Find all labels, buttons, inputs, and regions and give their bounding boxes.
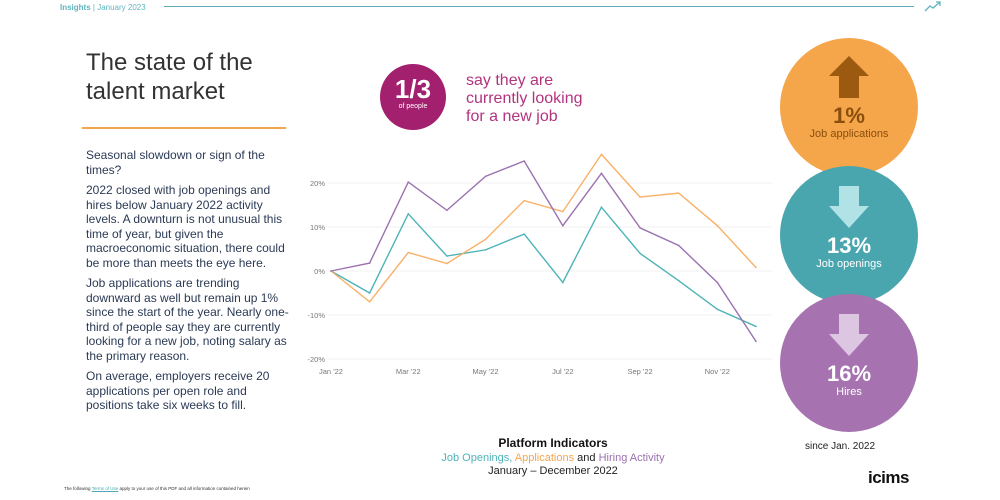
footer-text: The following (64, 486, 91, 491)
y-tick-label: 10% (310, 223, 325, 232)
stat-unit: of people (398, 103, 428, 110)
data-point (407, 181, 410, 183)
applications-circle: 1% Job applications (780, 38, 918, 176)
data-point (484, 175, 487, 178)
legend-applications: Applications (514, 452, 575, 464)
data-point (755, 266, 757, 269)
paragraph: Job applications are trending downward a… (86, 276, 289, 363)
data-point (677, 279, 680, 282)
data-point (407, 251, 410, 254)
icims-logo: icims (868, 468, 909, 487)
circle-label: Job openings (816, 258, 882, 270)
stat-text: say they are currently looking for a new j… (466, 72, 583, 126)
data-point (562, 281, 564, 284)
title-divider (82, 127, 286, 129)
trend-icon (924, 1, 941, 12)
legend-hiring: Hiring Activity (598, 452, 665, 464)
paragraph: On average, employers receive 20 applica… (86, 369, 270, 412)
data-point (484, 238, 487, 241)
stat-line: for a new job (466, 108, 558, 125)
data-point (446, 262, 448, 265)
data-point (600, 153, 603, 156)
chart-period: January – December 2022 (488, 465, 618, 477)
data-point (523, 199, 525, 202)
chart-subtitle: Job Openings, Applications and Hiring Ac… (403, 452, 703, 464)
x-tick-label: Jul '22 (552, 367, 573, 376)
legend-sep: and (574, 452, 599, 464)
data-point (562, 224, 564, 227)
header-label: Insights | January 2023 (60, 3, 146, 12)
x-tick-label: Jan '22 (319, 367, 343, 376)
data-point (330, 270, 332, 272)
y-tick-label: 20% (310, 179, 325, 188)
paragraph: Seasonal slowdown or sign of the times? (86, 148, 265, 177)
data-point (446, 209, 448, 212)
data-point (600, 206, 603, 208)
terms-link[interactable]: Terms of Use (91, 486, 119, 491)
x-tick-label: Nov '22 (705, 367, 730, 376)
data-point (639, 196, 641, 198)
paragraph: 2022 closed with job openings and hires … (86, 183, 285, 270)
line-chart: 20% 10% 0% -10% -20% Jan '22 Mar '22 May '22 Jul… (307, 153, 772, 376)
data-point (677, 244, 680, 247)
stat-value: 1/3 (394, 74, 432, 104)
data-point (755, 340, 757, 343)
chart-title: Platform Indicators (498, 436, 608, 450)
since-note: since Jan. 2022 (805, 441, 876, 452)
openings-circle: 13% Job openings (780, 166, 918, 304)
footer-note: The following Terms of Use apply to your… (64, 486, 250, 491)
y-tick-label: -10% (307, 311, 325, 320)
body-text: Seasonal slowdown or sign of the times? … (86, 148, 291, 419)
stat-line: currently looking (466, 90, 583, 107)
x-tick-label: Sep '22 (627, 367, 652, 376)
arrow-down-icon (829, 186, 869, 228)
data-point (677, 192, 680, 194)
circle-percent: 1% (833, 103, 865, 128)
x-tick-label: May '22 (473, 367, 499, 376)
circle-label: Job applications (809, 128, 889, 140)
data-point (368, 262, 371, 264)
y-tick-label: -20% (307, 355, 325, 364)
header-date: | January 2023 (92, 3, 146, 12)
data-point (446, 255, 448, 257)
data-point (523, 233, 525, 235)
stat-circle: 1/3 of people (380, 64, 446, 130)
data-point (716, 281, 719, 284)
circle-percent: 13% (826, 233, 872, 258)
circle-label: Hires (836, 386, 862, 398)
data-point (755, 325, 757, 328)
data-point (562, 210, 564, 213)
x-tick-label: Mar '22 (396, 367, 421, 376)
data-point (368, 292, 371, 294)
data-point (639, 252, 641, 255)
data-point (523, 160, 525, 162)
y-tick-label: 0% (314, 267, 325, 276)
legend-job-openings: Job Openings (441, 452, 510, 464)
series-line-hiring-activity (330, 160, 757, 342)
brand: Insights (60, 3, 91, 12)
header-divider (164, 6, 914, 7)
footer-text: apply to your use of this PDF and all in… (119, 486, 250, 491)
data-point (716, 224, 719, 227)
hires-circle: 16% Hires (780, 294, 918, 432)
arrow-up-icon (829, 56, 869, 98)
arrow-down-icon (829, 314, 869, 356)
data-point (484, 249, 487, 251)
data-point (600, 172, 603, 175)
data-point (368, 301, 371, 303)
page-title: The state of the talent market (86, 48, 253, 106)
data-point (716, 308, 719, 311)
title-line: talent market (86, 78, 225, 105)
series-line-job-openings (330, 205, 757, 328)
data-point (407, 213, 410, 215)
stat-line: say they are (466, 72, 554, 89)
circle-percent: 16% (826, 361, 872, 386)
legend-sep: , (509, 452, 515, 464)
title-line: The state of the (86, 49, 253, 76)
data-point (639, 227, 641, 229)
series-line-applications (330, 153, 757, 303)
